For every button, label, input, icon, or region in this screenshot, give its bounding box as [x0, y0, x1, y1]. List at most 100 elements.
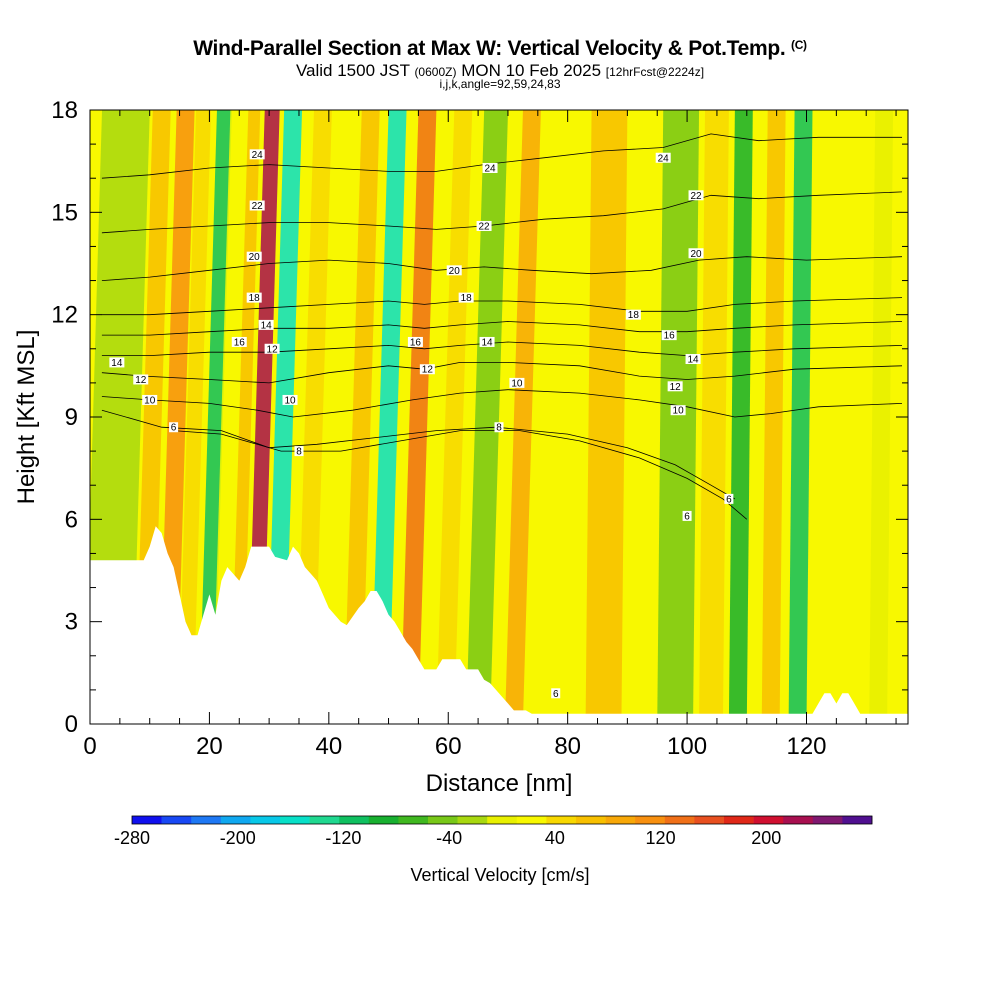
theta-contour-6 [173, 430, 748, 520]
colorbar-tick-label: -200 [220, 828, 256, 848]
contour-label-bg-18 [479, 336, 495, 347]
colorbar-swatch-3 [220, 816, 251, 824]
x-tick-label: 100 [667, 733, 707, 760]
colorbar-tick-label: 200 [751, 828, 781, 848]
w-band-23 [788, 110, 813, 724]
colorbar-swatch-2 [191, 816, 222, 824]
contour-label-25: 14 [687, 355, 699, 366]
x-tick-label: 0 [83, 733, 96, 760]
w-band-17 [543, 110, 574, 724]
contour-label-20: 10 [511, 378, 523, 389]
axes: 0 20 40 60 80 100 120 0 3 6 9 12 15 18 [51, 97, 908, 760]
contour-label-bg-16 [458, 292, 474, 303]
contour-label-19: 24 [484, 163, 496, 174]
contour-label-6: 20 [249, 252, 261, 263]
contour-label-bg-7 [249, 200, 265, 211]
contour-label-bg-14 [419, 364, 435, 375]
contour-label-1: 12 [135, 375, 147, 386]
contour-label-bg-29 [688, 190, 704, 201]
chart-title-unit: (C) [791, 38, 807, 52]
contour-label-bg-10 [264, 343, 280, 354]
contour-label-bg-6 [246, 251, 262, 262]
theta-contour-20 [101, 256, 903, 281]
contour-label-28: 24 [658, 153, 670, 164]
contour-label-bg-12 [294, 446, 304, 457]
contour-label-bg-28 [655, 152, 671, 163]
contour-label-14: 12 [422, 365, 434, 376]
contour-label-bg-9 [258, 319, 274, 330]
colorbar-swatch-1 [161, 816, 192, 824]
colorbar-swatch-18 [664, 816, 695, 824]
contour-label-4: 16 [234, 337, 246, 348]
w-band-13 [400, 110, 437, 724]
w-band-11 [343, 110, 380, 724]
contour-label-bg-15 [446, 265, 462, 276]
w-band-24 [821, 110, 858, 724]
colorbar-swatch-19 [694, 816, 725, 824]
contour-label-bg-5 [246, 292, 262, 303]
w-band-16 [504, 110, 541, 724]
w-band-25 [869, 110, 894, 724]
colorbar-tick-label: 120 [646, 828, 676, 848]
x-tick-label: 40 [315, 733, 342, 760]
contour-label-24: 16 [664, 331, 676, 342]
x-tick-label: 120 [786, 733, 826, 760]
x-tick-label: 20 [196, 733, 223, 760]
colorbar-swatch-11 [457, 816, 488, 824]
contour-label-2: 10 [144, 395, 156, 406]
w-band-21 [728, 110, 753, 724]
contour-label-bg-21 [494, 422, 504, 433]
x-tick-label: 60 [435, 733, 462, 760]
colorbar-swatch-12 [487, 816, 518, 824]
colorbar-frame [131, 815, 873, 825]
colorbar-swatch-7 [339, 816, 370, 824]
colorbar-swatch-14 [546, 816, 577, 824]
contour-label-15: 20 [449, 266, 461, 277]
x-axis-label: Distance [nm] [426, 770, 573, 797]
chart-title: Wind-Parallel Section at Max W: Vertical… [0, 37, 1000, 61]
colorbar-swatch-13 [516, 816, 547, 824]
chart-title-text: Wind-Parallel Section at Max W: Vertical… [193, 37, 786, 60]
w-band-18 [585, 110, 628, 724]
contour-label-bg-17 [476, 220, 492, 231]
contour-label-bg-31 [682, 510, 692, 521]
contour-label-29: 22 [690, 191, 702, 202]
w-band-3 [178, 110, 211, 724]
w-band-10 [319, 110, 356, 724]
contour-label-bg-4 [231, 336, 247, 347]
w-band-15 [466, 110, 509, 724]
valid-time-line: Valid 1500 JST (0600Z) MON 10 Feb 2025 [… [0, 61, 1000, 81]
terrain-profile [90, 526, 908, 724]
contour-label-bg-26 [667, 381, 683, 392]
theta-contour-14 [101, 341, 903, 357]
contour-label-22: 6 [553, 689, 559, 700]
contour-label-bg-20 [509, 377, 525, 388]
colorbar-label: Vertical Velocity [cm/s] [410, 865, 589, 885]
contour-label-bg-27 [670, 405, 686, 416]
contour-label-5: 18 [249, 293, 261, 304]
contour-label-8: 24 [252, 150, 264, 161]
contour-label-31: 6 [684, 511, 690, 522]
contour-label-11: 10 [284, 395, 296, 406]
contour-label-bg-0 [109, 357, 125, 368]
contour-label-3: 6 [171, 423, 177, 434]
contour-label-7: 22 [252, 201, 264, 212]
colorbar-swatch-6 [309, 816, 340, 824]
y-tick-label: 18 [51, 97, 78, 124]
w-band-20 [699, 110, 729, 724]
contour-label-bg-23 [625, 309, 641, 320]
contour-label-bg-13 [407, 336, 423, 347]
colorbar-swatch-17 [635, 816, 666, 824]
valid-time-local: Valid 1500 JST [295, 61, 410, 80]
y-tick-label: 6 [65, 506, 78, 533]
x-tick-label: 80 [554, 733, 581, 760]
w-band-4 [198, 110, 232, 724]
valid-date: MON 10 Feb 2025 [461, 61, 602, 80]
contour-label-bg-19 [482, 162, 498, 173]
colorbar: -280 -200 -120 -40 40 120 200 [114, 815, 873, 848]
contour-label-21: 8 [496, 423, 502, 434]
w-band-22 [761, 110, 786, 724]
y-axis-label: Height [Kft MSL] [13, 330, 40, 505]
contour-labels: 14 12 10 6 16 18 20 22 24 14 12 10 8 16 12 20 18 22 14 24 10… [109, 149, 734, 700]
